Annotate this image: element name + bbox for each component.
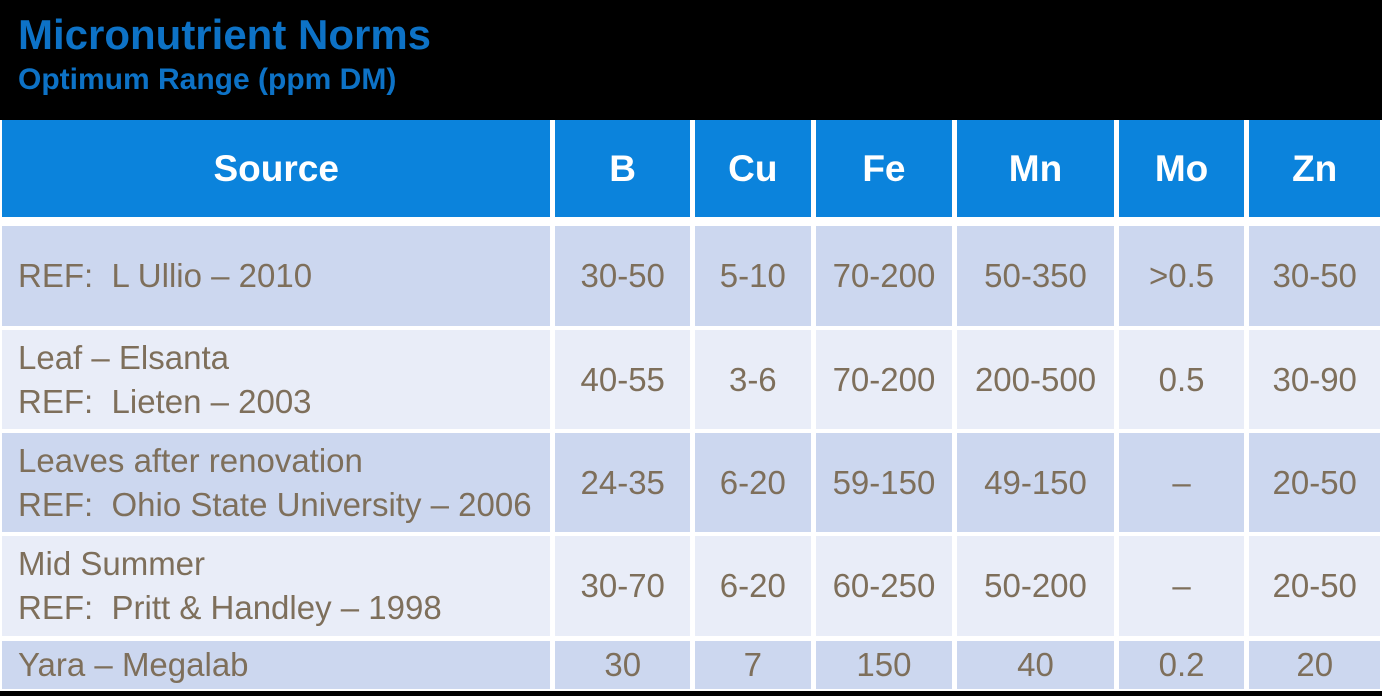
value-cell-mo: 0.2 — [1118, 641, 1245, 689]
value-cell-zn: 20-50 — [1249, 433, 1381, 532]
header-cell-mn: Mn — [957, 120, 1114, 217]
value-cell-fe: 70-200 — [815, 226, 953, 326]
value-cell-cu: 7 — [695, 641, 811, 689]
value-cell-cu: 5-10 — [695, 226, 811, 326]
source-text: Yara – Megalab — [18, 646, 249, 683]
page-title: Micronutrient Norms — [18, 11, 432, 58]
value-cell-zn: 20-50 — [1249, 536, 1381, 636]
value-cell-mn: 50-200 — [957, 536, 1114, 636]
value-cell-zn: 30-90 — [1249, 330, 1381, 429]
source-ref-text: REF: Lieten – 2003 — [18, 382, 312, 420]
value-cell-fe: 70-200 — [815, 330, 953, 429]
source-cell: Yara – Megalab — [2, 641, 551, 689]
source-cell: Mid Summer REF: Pritt & Handley – 1998 — [2, 536, 551, 636]
value-cell-mn: 50-350 — [957, 226, 1114, 326]
header-cell-mo: Mo — [1118, 120, 1245, 217]
value-cell-mn: 40 — [957, 641, 1114, 689]
header-label: Zn — [1292, 147, 1338, 189]
value-cell-mo: 0.5 — [1118, 330, 1245, 429]
header-label: Cu — [728, 147, 778, 189]
source-cell: REF: L Ullio – 2010 — [2, 226, 551, 326]
source-cell: Leaves after renovation REF: Ohio State … — [2, 433, 551, 532]
header-cell-source: Source — [2, 120, 551, 217]
source-text: Leaves after renovation — [18, 441, 363, 479]
source-text: REF: L Ullio – 2010 — [18, 257, 313, 294]
source-text: Leaf – Elsanta — [18, 338, 229, 376]
value-cell-mn: 200-500 — [957, 330, 1114, 429]
header-label: B — [609, 147, 637, 189]
value-cell-b: 24-35 — [555, 433, 690, 532]
value-cell-fe: 59-150 — [815, 433, 953, 532]
value-cell-mo: – — [1118, 536, 1245, 636]
source-cell: Leaf – Elsanta REF: Lieten – 2003 — [2, 330, 551, 429]
table-row: Mid Summer REF: Pritt & Handley – 1998 3… — [2, 536, 1381, 636]
value-cell-cu: 6-20 — [695, 536, 811, 636]
micronutrient-norms-table: Source B Cu Fe Mn Mo Zn REF: L Ullio – 2… — [0, 120, 1382, 691]
header-label: Fe — [862, 147, 906, 189]
header-label: Source — [213, 147, 339, 189]
value-cell-b: 40-55 — [555, 330, 690, 429]
header-cell-b: B — [555, 120, 690, 217]
value-cell-b: 30-70 — [555, 536, 690, 636]
value-cell-mo: – — [1118, 433, 1245, 532]
header-label: Mn — [1008, 147, 1063, 189]
header-cell-zn: Zn — [1249, 120, 1380, 217]
value-cell-b: 30-50 — [555, 226, 690, 326]
value-cell-cu: 6-20 — [695, 433, 811, 532]
value-cell-b: 30 — [555, 641, 690, 689]
source-ref-text: REF: Pritt & Handley – 1998 — [18, 589, 442, 626]
source-text: Mid Summer — [18, 545, 206, 582]
header-cell-fe: Fe — [815, 120, 953, 217]
value-cell-fe: 150 — [815, 641, 953, 689]
value-cell-zn: 30-50 — [1249, 226, 1381, 326]
table-row: Yara – Megalab 30 7 150 40 0.2 20 — [2, 641, 1381, 689]
header-label: Mo — [1154, 147, 1209, 189]
title-block: Micronutrient Norms Optimum Range (ppm D… — [18, 10, 431, 98]
table-row: Leaf – Elsanta REF: Lieten – 2003 40-55 … — [2, 330, 1381, 429]
page-subtitle: Optimum Range (ppm DM) — [18, 63, 397, 96]
header-cell-cu: Cu — [694, 120, 811, 217]
value-cell-zn: 20 — [1249, 641, 1381, 689]
value-cell-cu: 3-6 — [695, 330, 811, 429]
value-cell-mn: 49-150 — [957, 433, 1114, 532]
table-row: Leaves after renovation REF: Ohio State … — [2, 433, 1381, 532]
value-cell-mo: >0.5 — [1118, 226, 1245, 326]
table-row: REF: L Ullio – 2010 30-50 5-10 70-200 50… — [2, 226, 1381, 326]
value-cell-fe: 60-250 — [815, 536, 953, 636]
source-ref-text: REF: Ohio State University – 2006 — [18, 485, 532, 523]
table-header-row: Source B Cu Fe Mn Mo Zn — [2, 120, 1380, 217]
